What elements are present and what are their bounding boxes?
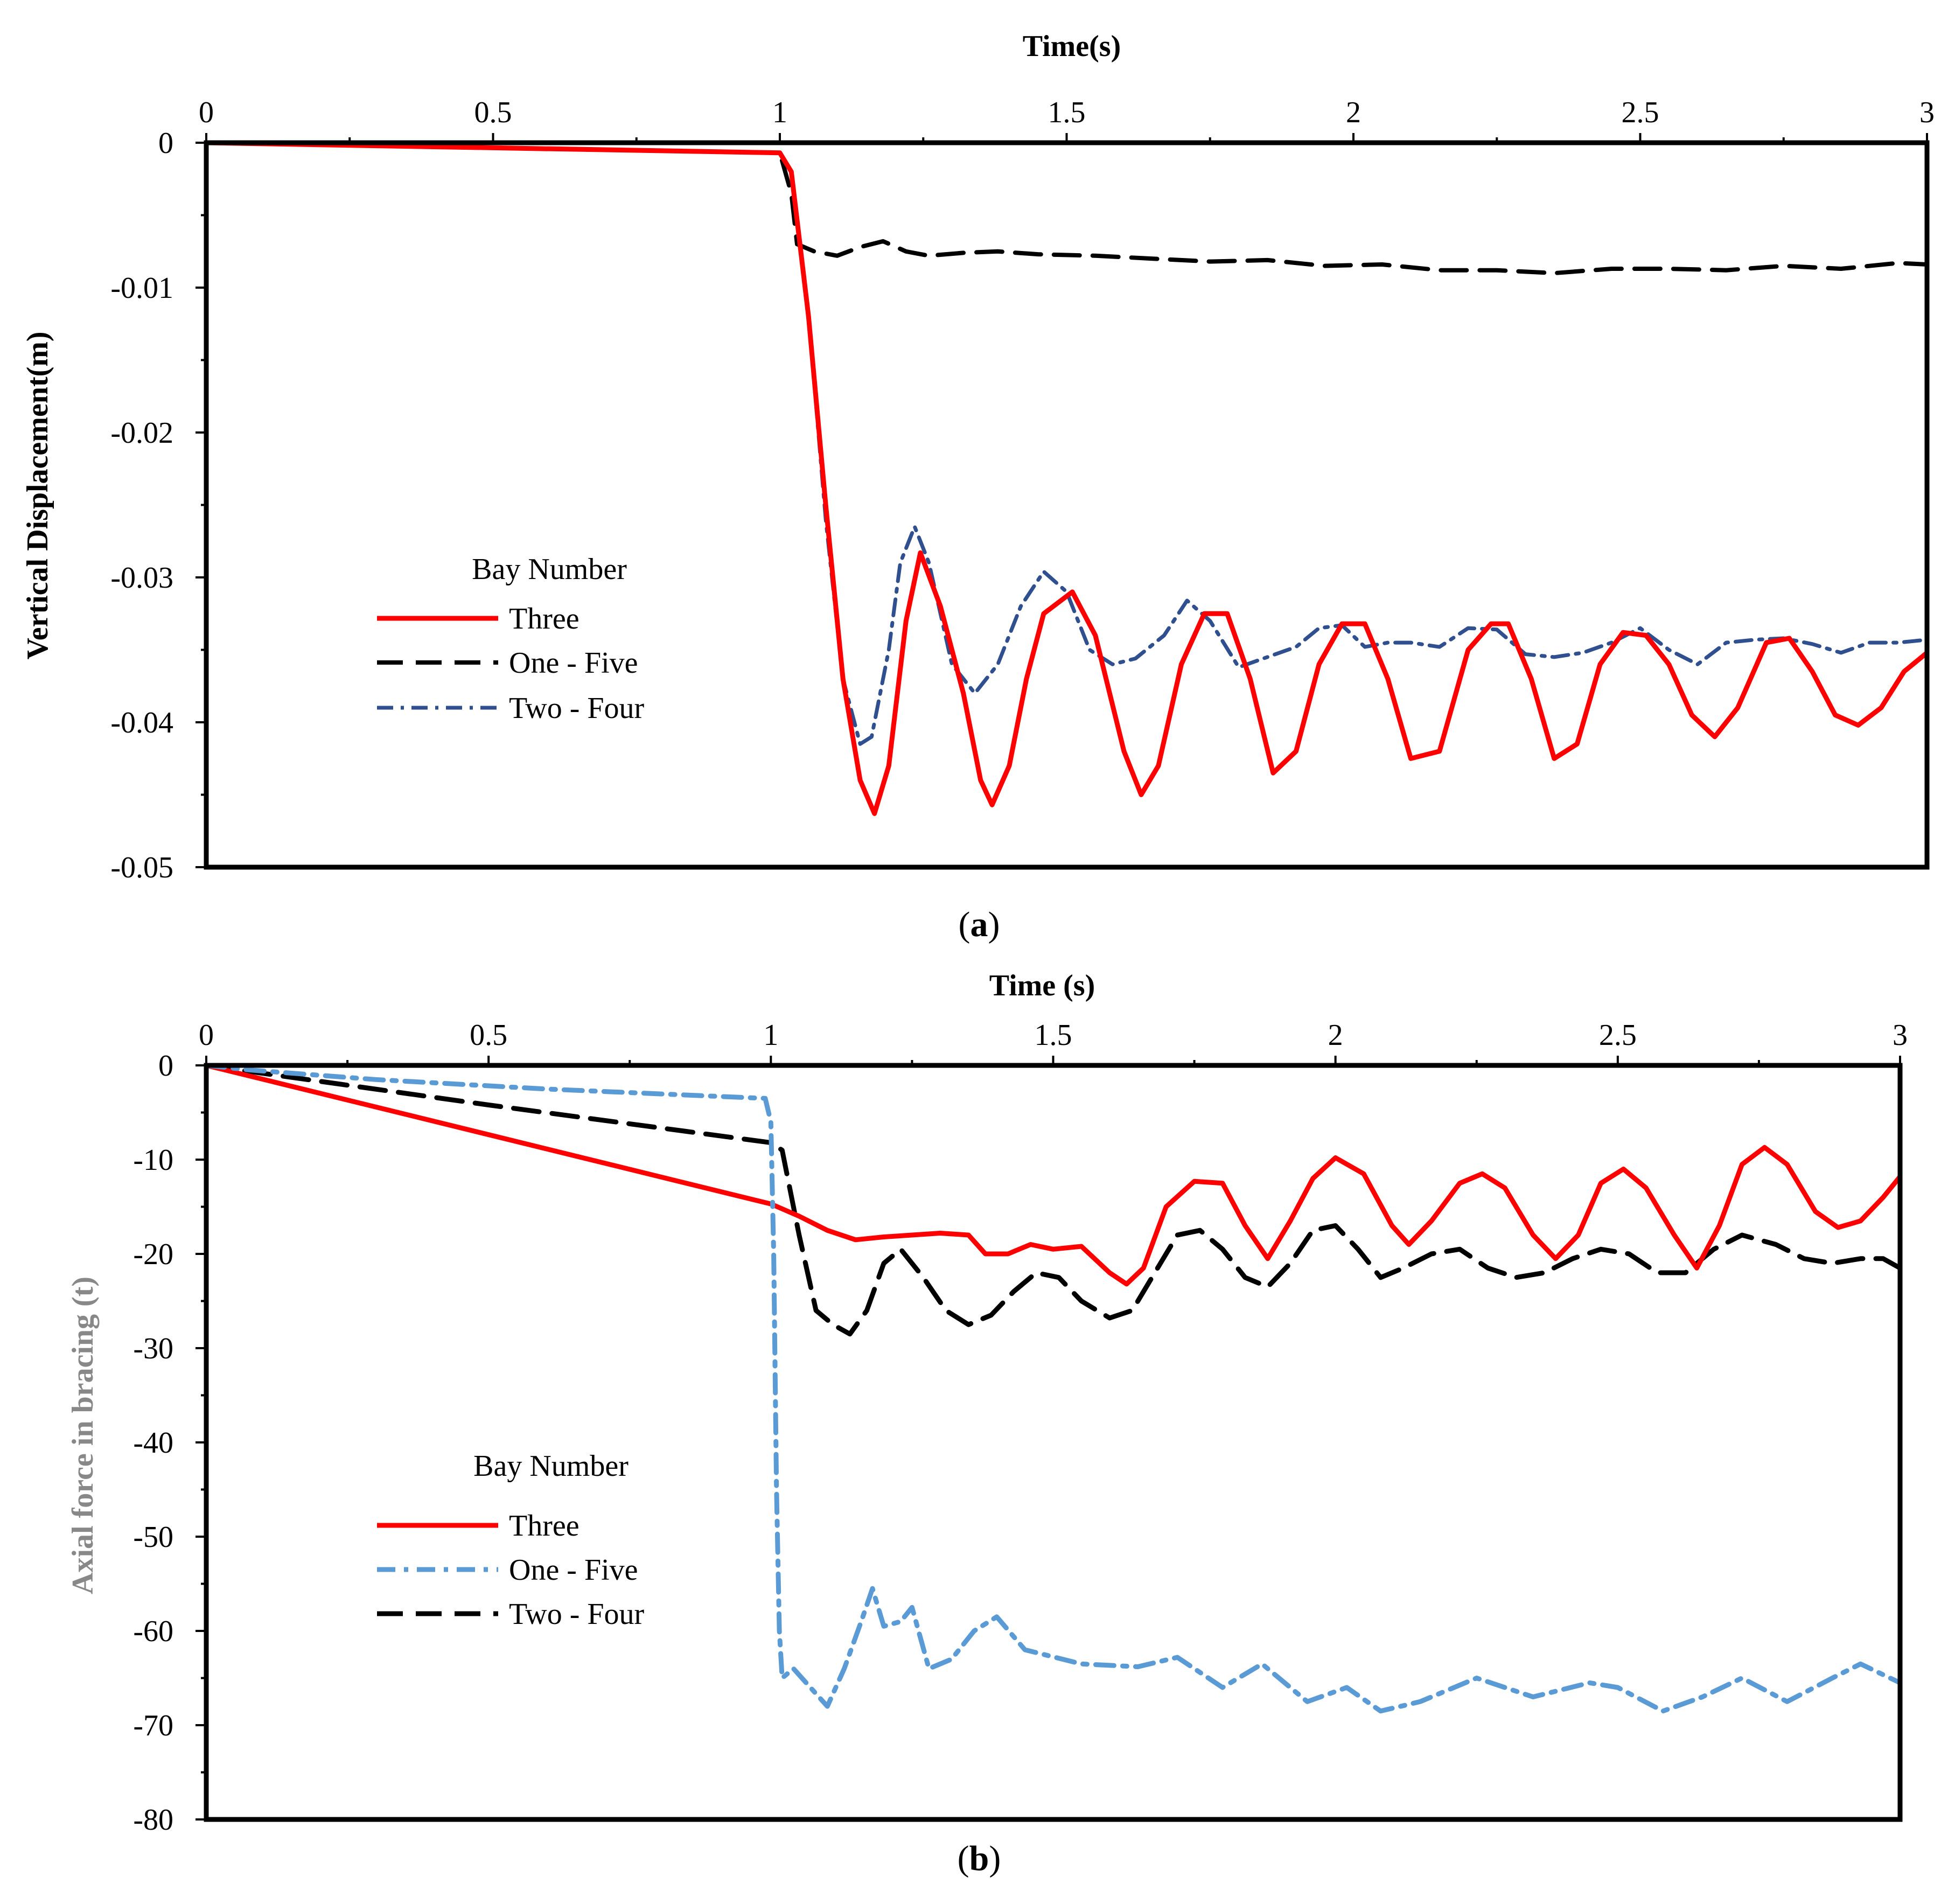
panel-a-x-tick-label: 0.5 xyxy=(474,96,512,129)
panel-a-y-tick-label: -0.03 xyxy=(110,561,173,595)
panel-b-legend-label-one-five: One - Five xyxy=(509,1553,638,1587)
panel-a-legend: Bay Number Three One - Five Two - Four xyxy=(377,553,645,725)
panel-a-x-tick-label: 3 xyxy=(1919,96,1935,129)
panel-a-y-tick-label: -0.04 xyxy=(110,706,173,740)
panel-a-x-tick-label: 2 xyxy=(1346,96,1361,129)
panel-a-x-axis-title: Time(s) xyxy=(1023,30,1121,63)
panel-b-y-tick-label: 0 xyxy=(158,1049,173,1083)
panel-b-y-tick-label: -20 xyxy=(133,1238,173,1271)
panel-b-plot-frame xyxy=(204,1063,1903,1822)
panel-a-y-ticks: 0 -0.01 -0.02 -0.03 -0.04 -0.05 xyxy=(110,127,206,884)
panel-a-plot-frame xyxy=(204,140,1930,870)
panel-a-legend-label-three: Three xyxy=(509,602,579,636)
panel-a-y-tick-label: -0.05 xyxy=(110,851,173,884)
panel-b-x-tick-label: 3 xyxy=(1893,1019,1908,1052)
panel-b-y-tick-label: -10 xyxy=(133,1143,173,1177)
panel-b: Time (s) Axial force in bracing (t) 0 0.5… xyxy=(66,969,1908,1878)
panel-b-legend: Bay Number Three One - Five Two - Four xyxy=(377,1449,645,1631)
panel-b-x-tick-label: 1 xyxy=(763,1019,778,1052)
panel-a-series-line-two-four xyxy=(204,141,1929,746)
panel-b-caption-letter: b xyxy=(969,1839,989,1878)
panel-a-x-tick-label: 1 xyxy=(772,96,787,129)
panel-b-series-line-one-five xyxy=(204,1063,1903,1714)
panel-a-y-tick-label: -0.02 xyxy=(110,416,173,450)
panel-a-legend-label-one-five: One - Five xyxy=(509,646,638,680)
panel-a-series xyxy=(204,140,1930,816)
panel-b-y-tick-label: -40 xyxy=(133,1426,173,1460)
panel-b-x-tick-label: 0 xyxy=(199,1019,214,1052)
panel-b-x-tick-label: 1.5 xyxy=(1035,1019,1072,1052)
panel-b-y-tick-label: -60 xyxy=(133,1615,173,1648)
panel-b-series xyxy=(204,1063,1903,1714)
panel-b-x-axis-title: Time (s) xyxy=(989,969,1095,1002)
panel-a-x-tick-label: 1.5 xyxy=(1048,96,1086,129)
panel-b-y-axis-title: Axial force in bracing (t) xyxy=(66,1277,100,1594)
panel-b-legend-label-two-four: Two - Four xyxy=(509,1598,645,1631)
panel-b-y-tick-label: -30 xyxy=(133,1332,173,1365)
panel-a: Time(s) Vertical Displacement(m) 0 0.5 1 1.… xyxy=(21,30,1935,944)
panel-a-y-tick-label: 0 xyxy=(158,127,173,160)
panel-a-x-tick-label: 2.5 xyxy=(1622,96,1659,129)
panel-b-x-tick-label: 2.5 xyxy=(1599,1019,1637,1052)
panel-b-legend-label-three: Three xyxy=(509,1509,579,1543)
panel-b-x-tick-label: 0.5 xyxy=(470,1019,507,1052)
panel-b-y-tick-label: -50 xyxy=(133,1521,173,1554)
panel-b-x-tick-label: 2 xyxy=(1328,1019,1343,1052)
panel-b-series-line-three xyxy=(204,1063,1903,1287)
panel-b-series-line-two-four xyxy=(204,1063,1903,1337)
panel-a-y-axis-title: Vertical Displacement(m) xyxy=(21,331,54,659)
panel-a-caption-letter: a xyxy=(970,905,988,944)
panel-a-x-ticks: 0 0.5 1 1.5 2 2.5 3 xyxy=(199,96,1935,143)
panel-a-series-line-one-five xyxy=(204,141,1929,276)
panel-a-legend-label-two-four: Two - Four xyxy=(509,692,645,725)
panel-b-y-tick-label: -80 xyxy=(133,1803,173,1837)
panel-a-y-tick-label: -0.01 xyxy=(110,271,173,305)
panel-b-legend-title: Bay Number xyxy=(473,1449,629,1483)
panel-b-y-tick-label: -70 xyxy=(133,1709,173,1742)
panel-a-x-tick-label: 0 xyxy=(199,96,214,129)
panel-a-legend-title: Bay Number xyxy=(472,553,627,586)
panel-b-caption: (b) xyxy=(958,1839,1001,1878)
panel-a-series-line-three xyxy=(204,140,1930,816)
panel-a-caption: (a) xyxy=(959,905,1000,944)
